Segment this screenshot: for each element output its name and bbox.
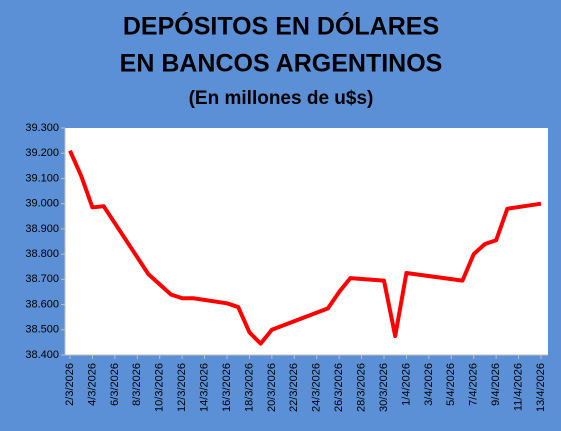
x-tick-label: 14/3/2026 <box>198 363 210 412</box>
y-tick-label: 39.300 <box>25 122 59 134</box>
x-tick-label: 8/3/2026 <box>131 363 143 406</box>
data-line <box>68 149 542 346</box>
x-tick-label: 1/4/2026 <box>400 363 412 406</box>
chart-title: DEPÓSITOS EN DÓLARES <box>123 11 439 41</box>
x-tick-label: 24/3/2026 <box>311 363 323 412</box>
x-tick-label: 2/3/2026 <box>64 363 76 406</box>
y-tick-label: 38.500 <box>25 324 59 336</box>
x-tick-label: 26/3/2026 <box>333 363 345 412</box>
x-tick-label: 4/3/2026 <box>86 363 98 406</box>
x-tick-label: 9/4/2026 <box>490 363 502 406</box>
y-tick-label: 38.900 <box>25 223 59 235</box>
chart-subtitle: (En millones de u$s) <box>189 88 374 109</box>
y-tick-label: 38.400 <box>25 349 59 361</box>
x-tick-label: 3/4/2026 <box>423 363 435 406</box>
x-tick-label: 5/4/2026 <box>445 363 457 406</box>
y-tick-label: 39.100 <box>25 172 59 184</box>
y-tick-label: 38.800 <box>25 248 59 260</box>
x-tick-label: 7/4/2026 <box>468 363 480 406</box>
chart-title: EN BANCOS ARGENTINOS <box>120 50 443 78</box>
x-tick-label: 16/3/2026 <box>221 363 233 412</box>
plot-area <box>65 128 548 355</box>
x-tick-label: 22/3/2026 <box>288 363 300 412</box>
x-tick-label: 11/4/2026 <box>512 363 524 411</box>
x-tick-label: 18/3/2026 <box>243 363 255 412</box>
x-tick-label: 13/4/2026 <box>535 363 547 412</box>
y-tick-label: 38.600 <box>25 298 59 310</box>
y-tick-label: 39.000 <box>25 198 59 210</box>
x-tick-label: 10/3/2026 <box>154 363 166 412</box>
y-tick-label: 39.200 <box>25 147 59 159</box>
x-tick-label: 12/3/2026 <box>176 363 188 412</box>
x-tick-label: 28/3/2026 <box>355 363 367 412</box>
x-tick-label: 6/3/2026 <box>109 363 121 406</box>
x-tick-label: 20/3/2026 <box>266 363 278 412</box>
y-tick-label: 38.700 <box>25 273 59 285</box>
x-tick-label: 30/3/2026 <box>378 363 390 412</box>
